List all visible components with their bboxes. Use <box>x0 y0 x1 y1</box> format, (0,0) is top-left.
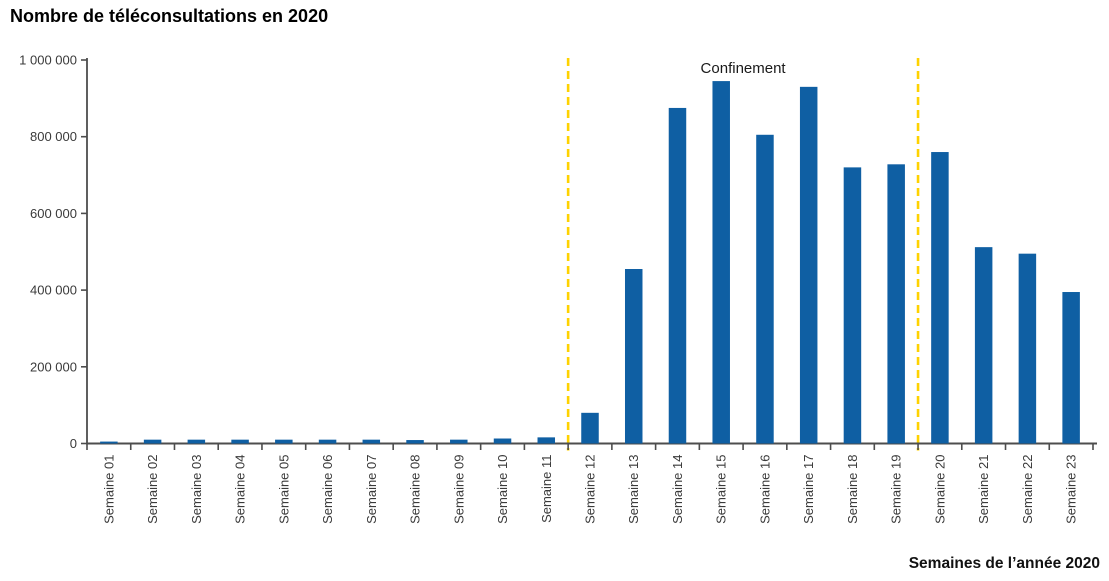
x-tick-label: Semaine 04 <box>233 455 248 524</box>
bar-semaine-19 <box>887 164 905 444</box>
x-tick-label: Semaine 16 <box>757 455 772 524</box>
x-tick-label: Semaine 20 <box>932 455 947 524</box>
bar-semaine-01 <box>100 441 118 444</box>
x-tick-label: Semaine 09 <box>451 455 466 524</box>
x-tick-label: Semaine 07 <box>364 455 379 524</box>
x-tick-label: Semaine 10 <box>495 455 510 524</box>
x-tick-label: Semaine 19 <box>889 455 904 524</box>
bar-semaine-03 <box>187 439 206 444</box>
bar-semaine-21 <box>974 247 993 444</box>
x-tick-label: Semaine 11 <box>539 455 554 523</box>
bar-semaine-12 <box>581 412 599 444</box>
y-tick-label: 200 000 <box>30 359 77 374</box>
y-tick-label: 800 000 <box>30 129 77 144</box>
y-tick-label: 1 000 000 <box>19 53 77 68</box>
x-tick-label: Semaine 05 <box>276 455 291 524</box>
x-tick-label: Semaine 12 <box>583 455 598 524</box>
bar-semaine-17 <box>799 86 818 444</box>
x-tick-label: Semaine 02 <box>145 455 160 524</box>
bar-semaine-02 <box>143 439 162 444</box>
y-tick-label: 600 000 <box>30 206 77 221</box>
bar-semaine-10 <box>493 438 512 444</box>
x-tick-label: Semaine 17 <box>801 455 816 524</box>
x-axis-title: Semaines de l’année 2020 <box>908 555 1100 572</box>
x-tick-label: Semaine 14 <box>670 455 685 524</box>
x-tick-label: Semaine 18 <box>845 455 860 524</box>
bar-semaine-14 <box>668 107 687 444</box>
x-tick-label: Semaine 08 <box>408 455 423 524</box>
y-tick-label: 400 000 <box>30 283 77 298</box>
x-tick-label: Semaine 15 <box>714 455 729 524</box>
bar-semaine-15 <box>712 81 730 444</box>
bar-semaine-04 <box>231 439 249 444</box>
bar-semaine-20 <box>931 152 949 444</box>
bar-semaine-23 <box>1062 292 1080 444</box>
bar-semaine-06 <box>318 439 337 444</box>
y-tick-label: 0 <box>70 436 77 451</box>
x-tick-label: Semaine 22 <box>1020 455 1035 524</box>
bar-semaine-18 <box>843 167 862 444</box>
x-tick-label: Semaine 06 <box>320 455 335 524</box>
bar-semaine-05 <box>275 439 293 444</box>
bar-semaine-11 <box>537 437 556 444</box>
bar-semaine-16 <box>756 134 774 444</box>
x-tick-label: Semaine 23 <box>1064 455 1079 524</box>
bar-semaine-13 <box>624 269 643 444</box>
chart-title: Nombre de téléconsultations en 2020 <box>10 6 329 26</box>
bar-semaine-09 <box>450 439 468 444</box>
x-tick-label: Semaine 01 <box>101 455 116 524</box>
x-tick-label: Semaine 21 <box>976 455 991 524</box>
x-tick-label: Semaine 03 <box>189 455 204 524</box>
confinement-label: Confinement <box>701 60 787 77</box>
x-tick-label: Semaine 13 <box>626 455 641 524</box>
bar-semaine-22 <box>1018 253 1037 444</box>
bar-semaine-08 <box>406 440 424 444</box>
bar-semaine-07 <box>362 439 381 444</box>
